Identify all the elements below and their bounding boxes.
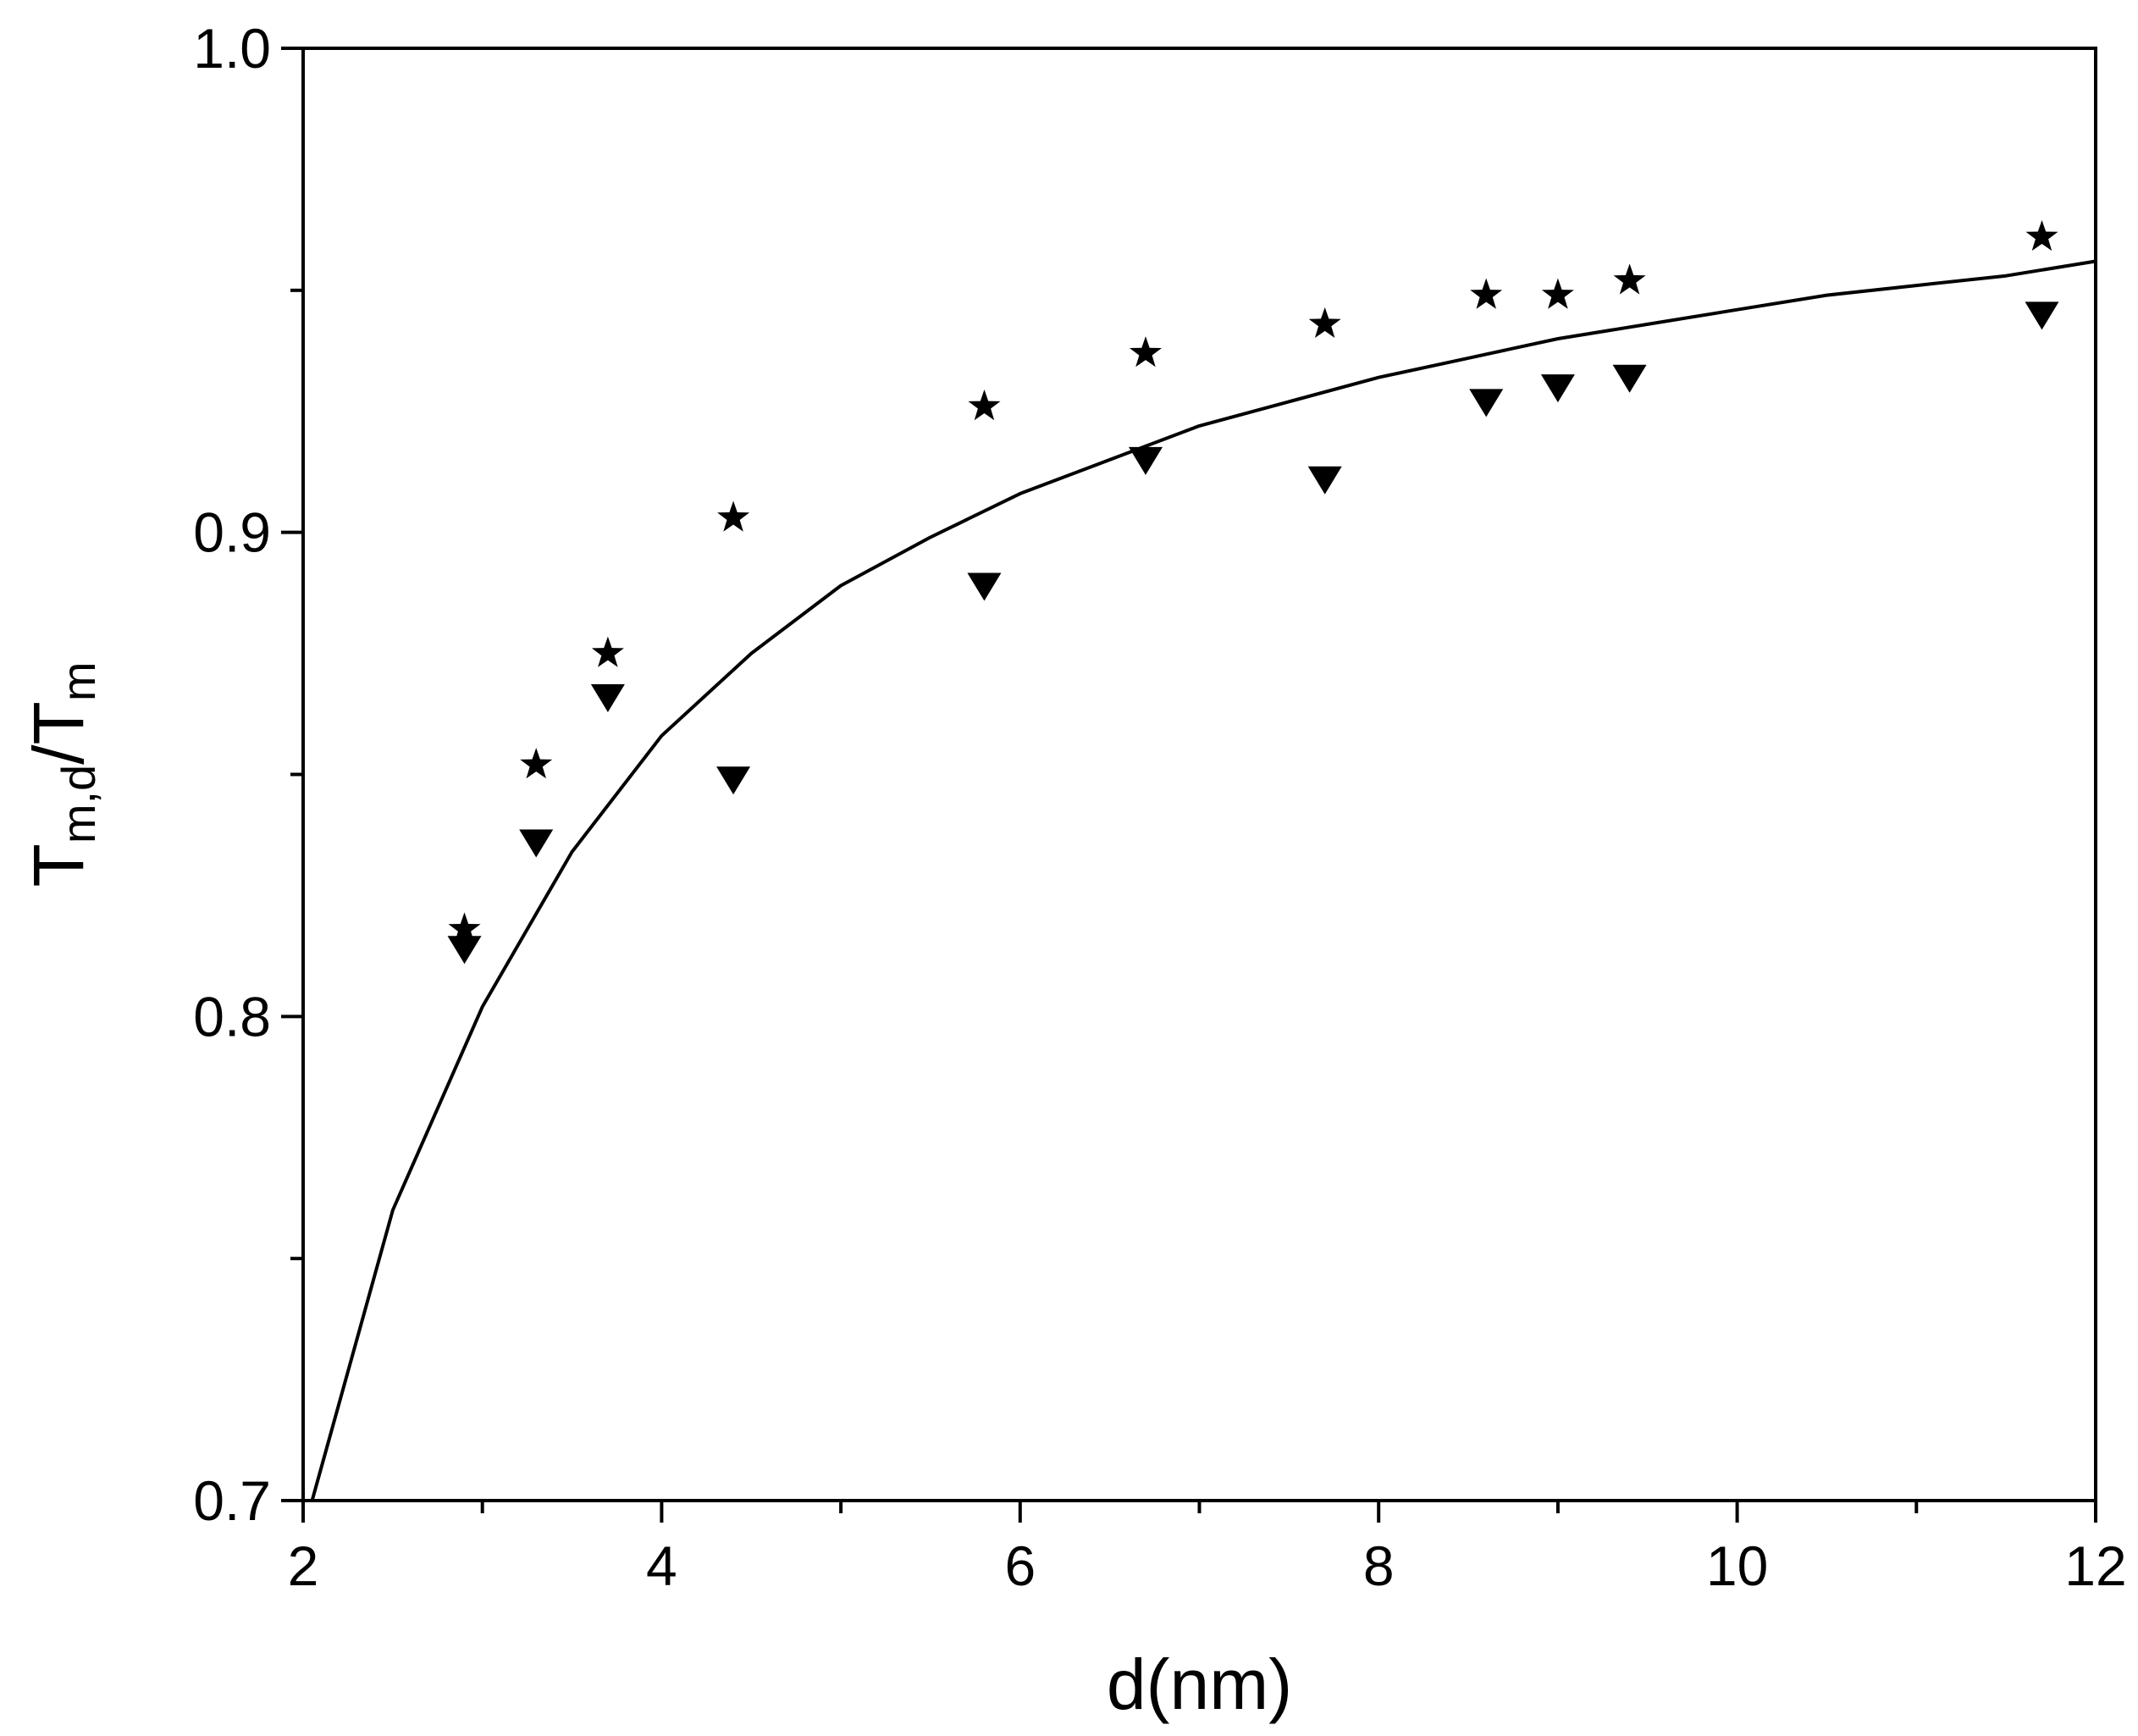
triangle-point (716, 766, 751, 795)
triangle-point (447, 936, 482, 965)
triangle-point (1540, 374, 1575, 403)
y-tick-label: 0.9 (193, 501, 271, 564)
triangle-point (590, 684, 625, 713)
x-tick-label: 8 (1363, 1534, 1395, 1597)
star-point (717, 500, 750, 532)
marker-layer (447, 220, 2059, 965)
triangle-point (1612, 364, 1647, 393)
fit-curve (310, 259, 2097, 1501)
y-title-slash: /T (19, 701, 98, 765)
triangle-point (1128, 446, 1163, 475)
fit-curve-layer (310, 259, 2097, 1501)
star-point (591, 636, 624, 667)
y-title-main: T (19, 843, 98, 887)
triangle-point (2025, 301, 2059, 330)
star-point (2025, 220, 2058, 252)
x-tick-label: 4 (646, 1534, 677, 1597)
x-tick-label: 12 (2064, 1534, 2126, 1597)
y-axis-title: Tm,d/Tm (19, 662, 105, 887)
star-point (968, 390, 1001, 421)
y-title-sub-denominator: m (52, 662, 105, 702)
y-tick-labels: 0.7 0.8 0.9 1.0 (193, 17, 271, 1532)
y-tick-label: 1.0 (193, 17, 271, 80)
x-axis-title: d(nm) (1107, 1645, 1292, 1724)
triangle-point (967, 572, 1002, 601)
x-tick-label: 6 (1004, 1534, 1036, 1597)
x-tick-labels: 2 4 6 8 10 12 (288, 1534, 2127, 1597)
triangle-point (1469, 389, 1504, 417)
y-tick-label: 0.8 (193, 985, 271, 1048)
triangle-point (1307, 466, 1342, 495)
star-point (1470, 278, 1503, 309)
y-title-sub-numerator: m,d (52, 765, 105, 843)
plot-frame (301, 47, 2097, 1502)
x-tick-label: 10 (1706, 1534, 1768, 1597)
star-point (520, 748, 553, 779)
star-point (1308, 307, 1341, 338)
axis-ticks (281, 47, 2097, 1523)
star-point (1130, 336, 1162, 368)
triangle-point (519, 829, 554, 858)
y-tick-label: 0.7 (193, 1469, 271, 1532)
star-point (1541, 278, 1574, 309)
star-point (448, 912, 481, 943)
star-point (1613, 263, 1646, 295)
x-tick-label: 2 (288, 1534, 319, 1597)
